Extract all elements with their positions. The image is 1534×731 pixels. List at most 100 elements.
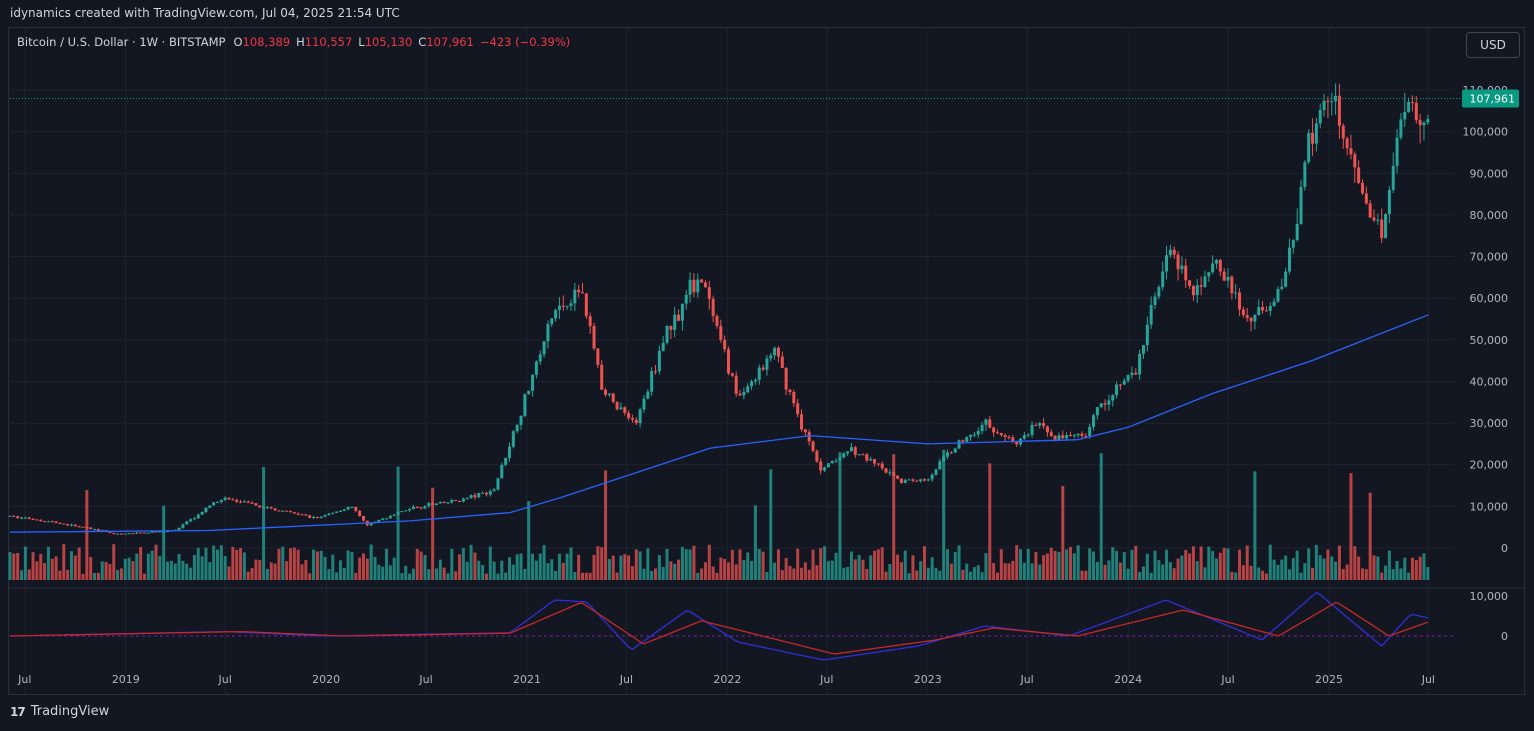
volume-bar	[1042, 555, 1046, 580]
volume-bar	[142, 573, 146, 580]
volume-bar	[434, 568, 438, 580]
volume-bar	[1068, 546, 1072, 580]
candle-body	[1276, 288, 1280, 302]
volume-bar	[66, 569, 70, 580]
volume-bar	[1099, 453, 1103, 580]
candle-body	[342, 509, 346, 511]
candle-body	[1284, 271, 1288, 287]
volume-bar	[557, 553, 561, 580]
volume-bar	[77, 547, 81, 580]
symbol-title[interactable]: Bitcoin / U.S. Dollar · 1W · BITSTAMP	[17, 35, 226, 49]
volume-bar	[338, 560, 342, 580]
volume-bar	[588, 572, 592, 580]
volume-bar	[1107, 560, 1111, 580]
volume-bar	[346, 550, 350, 580]
candle-body	[1422, 122, 1426, 126]
volume-bar	[431, 487, 435, 580]
candle-body	[154, 531, 158, 533]
candle-body	[404, 510, 408, 512]
volume-bar	[984, 553, 988, 580]
volume-bar	[700, 568, 704, 580]
tradingview-branding[interactable]: 17 TradingView	[10, 704, 109, 719]
volume-bar	[100, 561, 104, 580]
currency-button[interactable]: USD	[1466, 32, 1520, 58]
candle-body	[1038, 423, 1042, 426]
candle-body	[776, 347, 780, 357]
volume-bar	[377, 564, 381, 580]
candle-body	[265, 507, 269, 509]
candle-body	[281, 510, 285, 512]
volume-bar	[1284, 555, 1288, 580]
volume-bar	[308, 573, 312, 580]
candle-body	[1165, 255, 1169, 272]
candle-body	[807, 432, 811, 442]
volume-bar	[1357, 556, 1361, 580]
volume-bar	[419, 551, 423, 580]
volume-bar	[865, 568, 869, 580]
candle-body	[1130, 372, 1134, 376]
volume-bar	[1418, 556, 1422, 580]
candle-body	[35, 519, 39, 521]
candle-body	[327, 513, 331, 515]
candle-body	[1280, 286, 1284, 289]
time-tick-label: Jul	[1421, 673, 1435, 686]
volume-bar	[150, 550, 154, 580]
volume-bar	[146, 553, 150, 580]
volume-bar	[953, 552, 957, 580]
candle-body	[1414, 102, 1418, 121]
candle-body	[1407, 102, 1411, 112]
candle-body	[1203, 276, 1207, 287]
volume-bar	[1230, 571, 1234, 580]
close-value: 107,961	[426, 35, 474, 49]
candle-body	[189, 519, 193, 522]
candle-body	[865, 454, 869, 461]
candle-body	[235, 499, 239, 502]
volume-bar	[926, 567, 930, 580]
volume-bar	[1376, 556, 1380, 580]
candle-body	[615, 401, 619, 410]
volume-bar	[369, 544, 373, 580]
candle-body	[1026, 434, 1030, 436]
candle-body	[1191, 285, 1195, 296]
volume-bar	[654, 568, 658, 580]
candle-body	[700, 279, 704, 283]
volume-bar	[192, 554, 196, 580]
volume-bar	[1053, 550, 1057, 580]
candle-body	[588, 316, 592, 327]
candle-body	[150, 531, 154, 533]
candle-body	[949, 452, 953, 454]
volume-bar	[1276, 565, 1280, 580]
candle-body	[630, 418, 634, 420]
volume-bar	[899, 562, 903, 580]
candle-body	[1088, 426, 1092, 437]
price-tick-label: 80,000	[1470, 209, 1509, 222]
candle-body	[550, 318, 554, 325]
volume-bar	[365, 558, 369, 580]
volume-bar	[484, 573, 488, 580]
volume-bar	[358, 557, 362, 580]
time-tick-label: 2020	[312, 673, 340, 686]
volume-bar	[1199, 546, 1203, 580]
volume-bar	[657, 555, 661, 580]
volume-bar	[50, 558, 54, 580]
volume-bar	[1022, 562, 1026, 580]
candle-body	[358, 510, 362, 517]
candle-body	[62, 523, 66, 525]
volume-bar	[319, 550, 323, 580]
candle-body	[873, 459, 877, 464]
candle-body	[569, 303, 573, 306]
candle-body	[212, 502, 216, 506]
price-tick-label: 40,000	[1470, 375, 1509, 388]
candle-body	[427, 503, 431, 507]
volume-bar	[396, 466, 400, 580]
volume-bar	[534, 560, 538, 580]
candle-body	[1341, 125, 1345, 139]
volume-bar	[1030, 563, 1034, 580]
volume-bar	[1364, 569, 1368, 580]
candle-body	[1134, 372, 1138, 375]
volume-bar	[43, 563, 47, 580]
candle-body	[411, 506, 415, 510]
candle-body	[1334, 95, 1338, 102]
candle-body	[369, 523, 373, 526]
